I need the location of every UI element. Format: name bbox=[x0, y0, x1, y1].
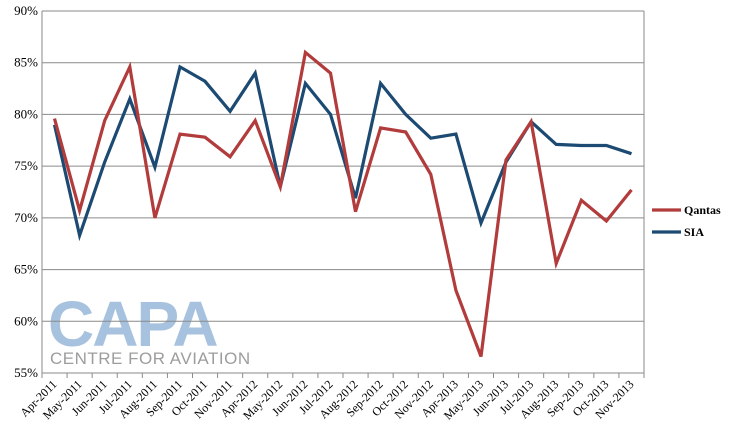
y-tick-label: 75% bbox=[14, 158, 38, 173]
series-line-qantas bbox=[52, 49, 633, 358]
series-lines bbox=[52, 49, 633, 358]
x-axis-ticks: Apr-2011May-2011Jun-2011Jul-2011Aug-2011… bbox=[17, 377, 636, 422]
capa-watermark: CAPA CENTRE FOR AVIATION bbox=[48, 288, 251, 368]
watermark-tagline: CENTRE FOR AVIATION bbox=[50, 349, 251, 368]
y-tick-label: 60% bbox=[14, 313, 38, 328]
y-tick-label: 70% bbox=[14, 210, 38, 225]
y-tick-label: 80% bbox=[14, 106, 38, 121]
y-axis-ticks: 55% 60% 65% 70% 75% 80% 85% 90% bbox=[14, 3, 38, 380]
legend: Qantas SIA bbox=[652, 203, 721, 239]
y-tick-label: 65% bbox=[14, 262, 38, 277]
watermark-logo-text: CAPA bbox=[48, 288, 217, 360]
series-line-sia bbox=[52, 64, 632, 242]
y-tick-label: 55% bbox=[14, 365, 38, 380]
plot-area bbox=[41, 11, 645, 378]
legend-label-qantas: Qantas bbox=[684, 203, 721, 217]
legend-label-sia: SIA bbox=[684, 225, 704, 239]
y-tick-label: 85% bbox=[14, 55, 38, 70]
y-tick-label: 90% bbox=[14, 3, 38, 18]
